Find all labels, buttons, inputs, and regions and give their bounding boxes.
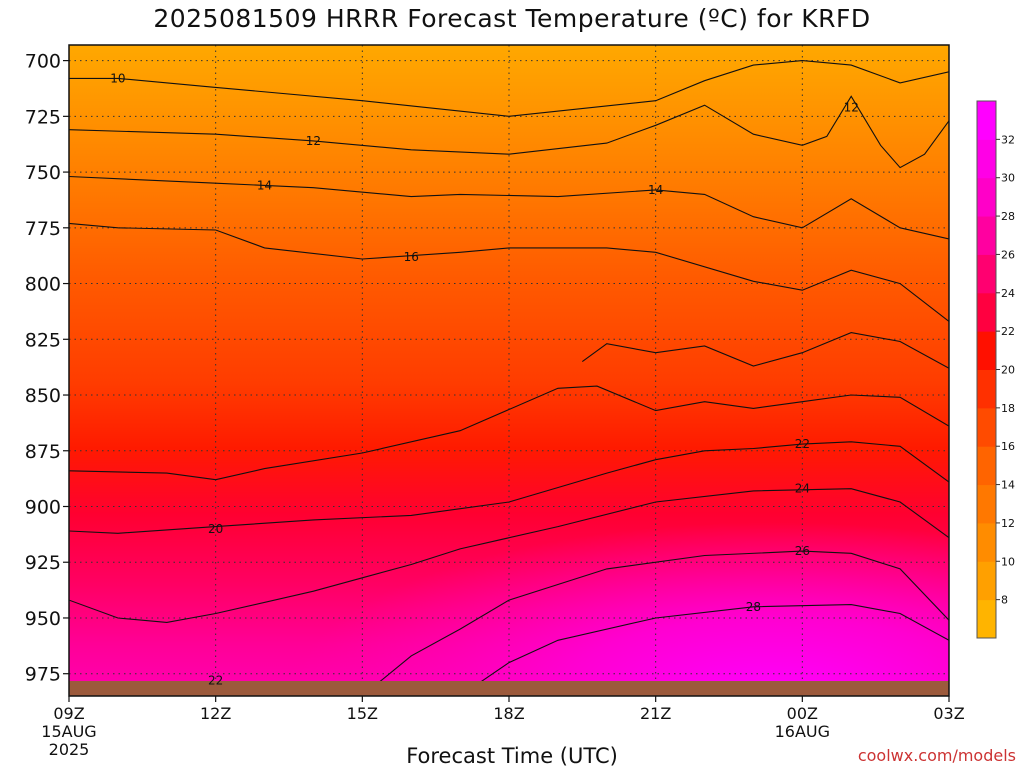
contour-lines xyxy=(69,60,949,696)
colorbar-swatch xyxy=(977,216,996,255)
x-tick-label: 12Z xyxy=(200,704,231,723)
contour-line-16 xyxy=(69,222,949,322)
colorbar-swatch xyxy=(977,522,996,562)
y-tick-label: 825 xyxy=(25,329,61,351)
contour-label: 22 xyxy=(208,673,223,687)
colorbar-swatch xyxy=(977,599,996,639)
colorbar-label: 30 xyxy=(1001,172,1015,185)
colorbar-label: 32 xyxy=(1001,133,1015,146)
contour-label: 12 xyxy=(306,134,321,148)
contour-line-26 xyxy=(361,550,949,696)
x-tick-label: 03Z xyxy=(933,704,964,723)
y-tick-label: 950 xyxy=(25,608,61,630)
x-tick-label: 18Z xyxy=(493,704,524,723)
chart-title: 2025081509 HRRR Forecast Temperature (ºC… xyxy=(153,4,871,33)
colorbar-swatch xyxy=(977,446,996,486)
colorbar-label: 20 xyxy=(1001,364,1015,377)
contour-line-10 xyxy=(69,60,949,117)
colorbar-swatch xyxy=(977,331,996,370)
colorbar-label: 24 xyxy=(1001,287,1015,300)
colorbar-label: 18 xyxy=(1001,402,1015,415)
colorbar-label: 12 xyxy=(1001,517,1015,530)
contour-line-12 xyxy=(69,95,949,169)
colorbar-label: 10 xyxy=(1001,555,1015,568)
y-tick-label: 925 xyxy=(25,552,61,574)
y-tick-label: 775 xyxy=(25,218,61,240)
contour-line-20 xyxy=(69,385,949,481)
x-axis-label: Forecast Time (UTC) xyxy=(406,744,618,768)
colorbar-swatch xyxy=(977,292,996,332)
contour-label: 14 xyxy=(257,178,272,192)
contour-line-24 xyxy=(69,488,949,623)
colorbar-swatch xyxy=(977,177,996,217)
y-tick-label: 725 xyxy=(25,106,61,128)
contour-label: 20 xyxy=(208,522,223,536)
colorbar-label: 14 xyxy=(1001,479,1015,492)
colorbar-label: 22 xyxy=(1001,325,1015,338)
x-tick-year-label: 2025 xyxy=(49,740,90,759)
colorbar-label: 28 xyxy=(1001,210,1015,223)
x-tick-label: 09Z xyxy=(53,704,84,723)
x-tick-label: 00Z xyxy=(787,704,818,723)
contour-line-22 xyxy=(69,441,949,534)
contour-label: 28 xyxy=(746,600,761,614)
colorbar-label: 16 xyxy=(1001,440,1015,453)
colorbar-swatch xyxy=(977,407,996,447)
contour-line-28 xyxy=(459,604,949,696)
colorbar: 8 10 12 14 16 18 20 22 24 26 28 30 32 xyxy=(976,100,1015,639)
colorbar-swatch xyxy=(977,101,996,140)
contour-label: 16 xyxy=(404,250,419,264)
y-axis: 700 725 750 775 800 825 850 875 900 925 950 975 xyxy=(25,51,69,686)
x-tick-label: 15Z xyxy=(347,704,378,723)
contour-labels: 10 12 12 14 14 16 20 22 22 24 26 28 xyxy=(110,71,859,687)
x-tick-label: 21Z xyxy=(640,704,671,723)
colorbar-swatch xyxy=(977,484,996,524)
y-tick-label: 700 xyxy=(25,51,61,73)
colorbar-swatch xyxy=(977,139,996,179)
colorbar-label: 8 xyxy=(1001,594,1008,607)
x-tick-date-label: 16AUG xyxy=(775,722,830,741)
y-tick-label: 850 xyxy=(25,385,61,407)
contour-line-14 xyxy=(69,175,949,240)
contour-label: 26 xyxy=(795,544,810,558)
contour-label: 14 xyxy=(648,183,663,197)
y-tick-label: 750 xyxy=(25,162,61,184)
contour-label: 22 xyxy=(795,437,810,451)
y-tick-label: 900 xyxy=(25,496,61,518)
x-tick-date-label: 15AUG xyxy=(41,722,96,741)
colorbar-swatch xyxy=(977,561,996,601)
contour-label: 24 xyxy=(795,482,810,496)
colorbar-label: 26 xyxy=(1001,248,1015,261)
y-tick-label: 975 xyxy=(25,664,61,686)
colorbar-swatch xyxy=(977,369,996,409)
credit-text: coolwx.com/models xyxy=(857,746,1016,765)
grid-lines xyxy=(69,45,949,696)
contour-label: 12 xyxy=(844,100,859,114)
y-tick-label: 800 xyxy=(25,274,61,296)
ground-terrain xyxy=(69,681,949,696)
y-tick-label: 875 xyxy=(25,441,61,463)
colorbar-swatch xyxy=(977,254,996,294)
contour-line-18 xyxy=(581,332,949,369)
contour-label: 10 xyxy=(110,71,125,85)
